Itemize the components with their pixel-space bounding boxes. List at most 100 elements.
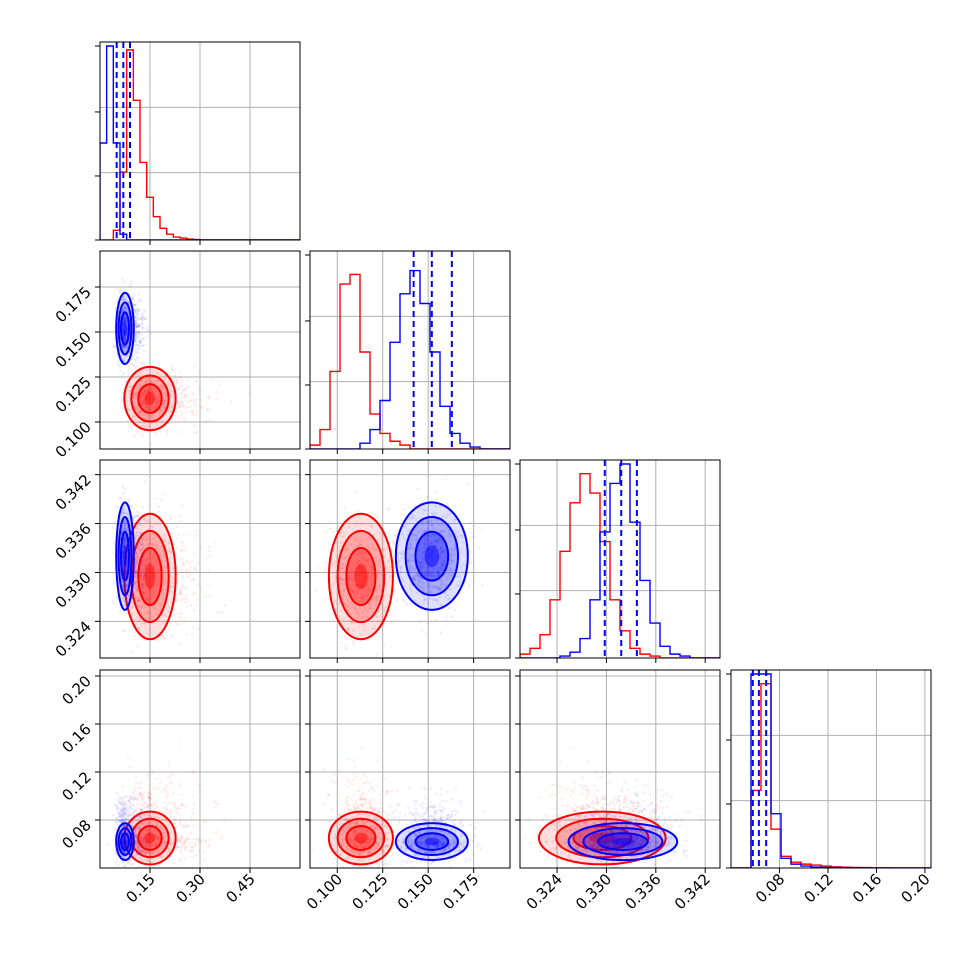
scatter-point (430, 525, 434, 528)
scatter-point (148, 393, 151, 396)
scatter-point (183, 841, 187, 844)
scatter-point (365, 578, 369, 582)
scatter-point (148, 570, 151, 573)
scatter-point (135, 530, 139, 533)
scatter-point (146, 611, 150, 615)
scatter-point (209, 838, 212, 842)
scatter-point (134, 561, 137, 565)
scatter-point (178, 839, 181, 842)
scatter-point (146, 393, 149, 397)
scatter-point (331, 559, 335, 562)
scatter-point (141, 392, 145, 396)
scatter-point (185, 594, 188, 597)
scatter-point (144, 573, 148, 576)
scatter-point (374, 603, 377, 607)
scatter-point (157, 787, 160, 790)
scatter-point (151, 838, 154, 841)
scatter-point (134, 568, 137, 572)
scatter-point (114, 522, 118, 525)
scatter-point (121, 374, 124, 378)
scatter-point (376, 595, 380, 599)
scatter-point (146, 544, 149, 547)
scatter-point (425, 569, 428, 572)
scatter-point (423, 543, 427, 546)
scatter-point (144, 558, 148, 561)
scatter-point (124, 338, 127, 342)
scatter-point (170, 364, 173, 368)
scatter-point (152, 589, 156, 592)
scatter-point (137, 292, 140, 296)
scatter-point (122, 407, 125, 411)
scatter-point (181, 584, 185, 587)
scatter-point (360, 556, 364, 560)
scatter-point (362, 628, 366, 631)
scatter-point (197, 849, 201, 853)
scatter-point (425, 572, 428, 576)
scatter-point (132, 518, 135, 522)
scatter-point (391, 575, 395, 578)
scatter-point (427, 547, 430, 551)
scatter-point (138, 341, 142, 344)
scatter-point (122, 569, 126, 573)
scatter-point (148, 585, 151, 589)
scatter-point (345, 555, 349, 559)
scatter-point (139, 541, 143, 545)
scatter-point (168, 605, 171, 609)
scatter-point (439, 584, 442, 587)
scatter-point (150, 833, 153, 837)
scatter-point (143, 572, 147, 576)
scatter-point (124, 562, 128, 565)
scatter-point (432, 513, 435, 517)
scatter-point (422, 586, 426, 590)
scatter-point (134, 393, 138, 396)
scatter-point (370, 601, 374, 604)
scatter-point (135, 806, 139, 810)
scatter-point (148, 830, 151, 834)
scatter-point (184, 388, 187, 392)
scatter-point (142, 836, 146, 840)
scatter-point (356, 589, 359, 593)
scatter-point (348, 587, 352, 590)
scatter-point (112, 345, 115, 348)
scatter-point (120, 390, 124, 394)
scatter-point (406, 546, 410, 550)
scatter-point (140, 543, 144, 546)
scatter-point (412, 577, 416, 581)
scatter-point (161, 401, 165, 405)
scatter-point (350, 579, 354, 582)
scatter-point (122, 297, 125, 300)
scatter-point (358, 566, 361, 569)
scatter-point (437, 574, 440, 578)
scatter-point (147, 537, 150, 540)
scatter-point (157, 585, 160, 589)
scatter-point (139, 400, 142, 403)
scatter-point (366, 576, 370, 580)
scatter-point (361, 580, 365, 584)
scatter-point (175, 811, 179, 815)
scatter-point (345, 605, 348, 608)
scatter-point (156, 568, 160, 572)
scatter-point (367, 543, 371, 546)
scatter-point (165, 431, 169, 435)
scatter-point (151, 542, 154, 545)
scatter-point (412, 533, 415, 536)
scatter-point (361, 575, 365, 579)
scatter-point (446, 577, 449, 580)
scatter-point (144, 407, 147, 411)
scatter-point (122, 322, 125, 326)
scatter-point (399, 570, 402, 573)
scatter-point (409, 559, 413, 563)
scatter-point (121, 585, 125, 589)
scatter-point (115, 287, 119, 291)
scatter-point (145, 405, 148, 409)
scatter-point (324, 525, 327, 529)
scatter-point (421, 512, 425, 515)
scatter-point (122, 332, 126, 336)
scatter-point (144, 535, 147, 538)
scatter-point (122, 371, 125, 375)
scatter-point (162, 831, 165, 835)
scatter-point (357, 552, 361, 555)
scatter-point (137, 336, 140, 339)
scatter-point (145, 405, 149, 408)
scatter-point (149, 840, 152, 844)
